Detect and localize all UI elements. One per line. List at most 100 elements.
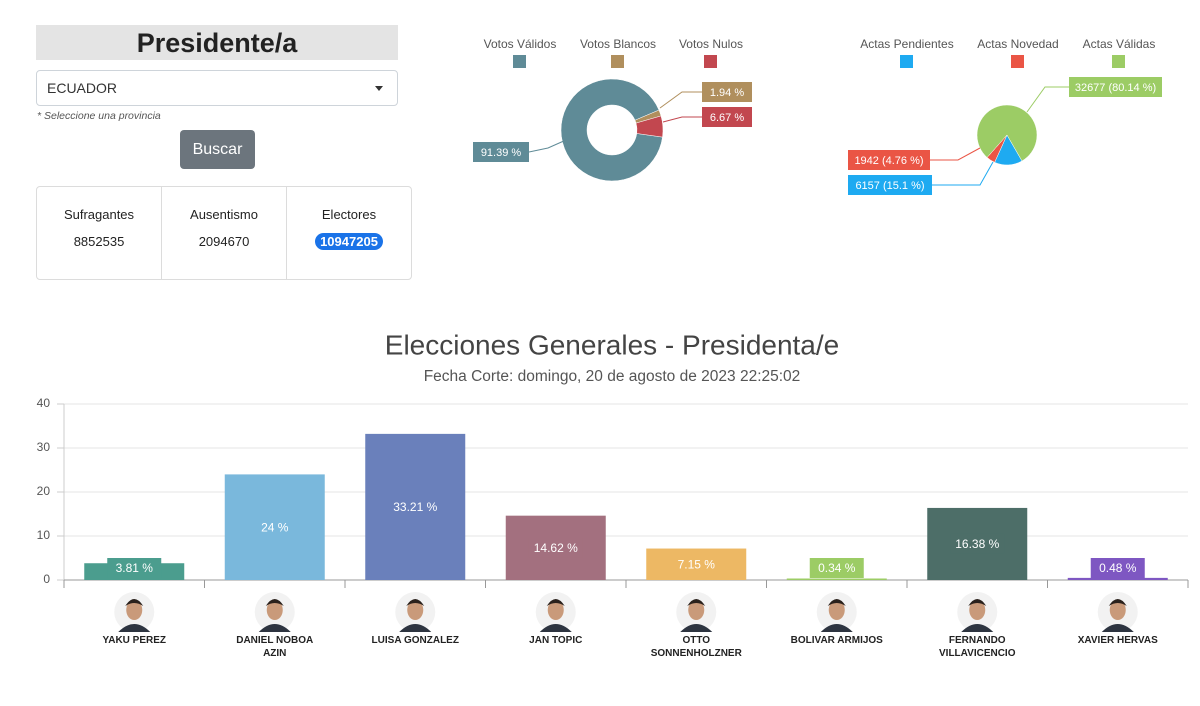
legend-swatch (900, 55, 913, 68)
select-value: ECUADOR (47, 80, 118, 96)
label-box (848, 150, 930, 170)
leader-line (528, 139, 567, 153)
avatar-hair (265, 599, 284, 606)
leader-line (662, 116, 702, 123)
avatar-hair (546, 599, 565, 606)
stat-value: 8852535 (73, 234, 125, 249)
avatar-hair (968, 599, 987, 606)
chart-subtitle: Fecha Corte: domingo, 20 de agosto de 20… (424, 368, 801, 385)
x-tick-label: LUISA GONZALEZ (371, 635, 459, 646)
avatar-hair (406, 599, 425, 606)
x-tick-label: XAVIER HERVAS (1077, 635, 1158, 646)
avatar (816, 592, 857, 632)
y-tick-label: 20 (37, 484, 51, 498)
value-label: 1942 (4.76 %) (854, 155, 923, 167)
stats-box: Sufragantes 8852535 Ausentismo 2094670 Elect… (36, 186, 412, 280)
label-box (702, 82, 752, 102)
stat-value: 2094670 (198, 234, 250, 249)
wedge (560, 78, 663, 182)
x-tick-label: JAN TOPIC (529, 635, 583, 646)
avatar-face (828, 600, 845, 620)
y-tick-label: 10 (37, 528, 51, 542)
avatar-body (680, 624, 713, 632)
avatar-face (266, 600, 283, 620)
legend-label: Actas Novedad (977, 37, 1058, 51)
bar (786, 578, 887, 580)
avatar-body (539, 624, 572, 632)
value-label-box (528, 537, 583, 558)
leader-line (932, 161, 994, 186)
avatar-face (969, 600, 986, 620)
avatar-body (1101, 624, 1134, 632)
leader-line (659, 91, 702, 109)
value-label-box (1090, 558, 1145, 578)
value-label: 24 % (261, 520, 289, 534)
avatar (395, 592, 436, 632)
stat: Electores 10947205 (287, 187, 411, 279)
stat: Sufragantes 8852535 (37, 187, 162, 279)
avatar-face (1109, 600, 1126, 620)
value-label-box (107, 558, 162, 578)
stat: Ausentismo 2094670 (162, 187, 287, 279)
stat-label: Sufragantes (63, 207, 135, 222)
caret (375, 86, 383, 91)
legend-label: Votos Nulos (679, 37, 743, 51)
legend-swatch (611, 55, 624, 68)
value-label: 32677 (80.14 %) (1075, 82, 1156, 94)
value-label: 6157 (15.1 %) (855, 180, 924, 192)
value-label-box (669, 554, 724, 575)
legend-swatch (1112, 55, 1125, 68)
avatar-face (547, 600, 564, 620)
avatar (676, 592, 717, 632)
label-box (848, 175, 932, 195)
avatar (535, 592, 576, 632)
value-label-box (950, 533, 1005, 554)
legend-label: Votos Blancos (580, 37, 656, 51)
label-box (702, 107, 752, 127)
avatar-body (820, 624, 853, 632)
wedge (976, 104, 1038, 162)
x-tick-label: OTTO SONNENHOLZNER (650, 635, 742, 659)
bar (1067, 577, 1168, 580)
value-label: 3.81 % (116, 561, 154, 575)
stat-label: Electores (321, 207, 377, 222)
value-label: 1.94 % (710, 87, 744, 99)
leader-line (1026, 86, 1069, 113)
leader-line (930, 147, 981, 161)
legend-label: Votos Válidos (484, 37, 557, 51)
value-label: 6.67 % (710, 112, 744, 124)
value-label: 0.34 % (818, 561, 856, 575)
wedge (635, 115, 664, 138)
y-tick-label: 30 (37, 440, 51, 454)
value-label: 33.21 % (393, 500, 437, 514)
avatar-body (961, 624, 994, 632)
avatar-hair (687, 599, 706, 606)
avatar-hair (1108, 599, 1127, 606)
value-label: 0.48 % (1099, 561, 1137, 575)
legend-swatch (704, 55, 717, 68)
avatar (254, 592, 295, 632)
stat-value: 10947205 (315, 233, 383, 250)
avatar (1097, 592, 1138, 632)
x-tick-label: DANIEL NOBOA AZIN (236, 635, 314, 659)
legend-swatch (513, 55, 526, 68)
chart-title: Elecciones Generales - Presidenta/e (385, 329, 839, 360)
value-label: 7.15 % (678, 557, 716, 571)
legend-swatch (1011, 55, 1024, 68)
value-label: 16.38 % (955, 537, 999, 551)
province-select[interactable]: ECUADOR (36, 70, 398, 106)
avatar-face (126, 600, 143, 620)
label-box (1069, 77, 1162, 97)
legend-label: Actas Pendientes (860, 37, 953, 51)
avatar-face (407, 600, 424, 620)
avatar-hair (827, 599, 846, 606)
x-tick-label: FERNANDO VILLAVICENCIO (939, 635, 1016, 659)
avatar (114, 592, 155, 632)
x-tick-label: YAKU PEREZ (102, 635, 167, 646)
y-tick-label: 0 (43, 572, 50, 586)
avatar (957, 592, 998, 632)
search-button[interactable]: Buscar (180, 130, 255, 169)
avatar-body (118, 624, 151, 632)
